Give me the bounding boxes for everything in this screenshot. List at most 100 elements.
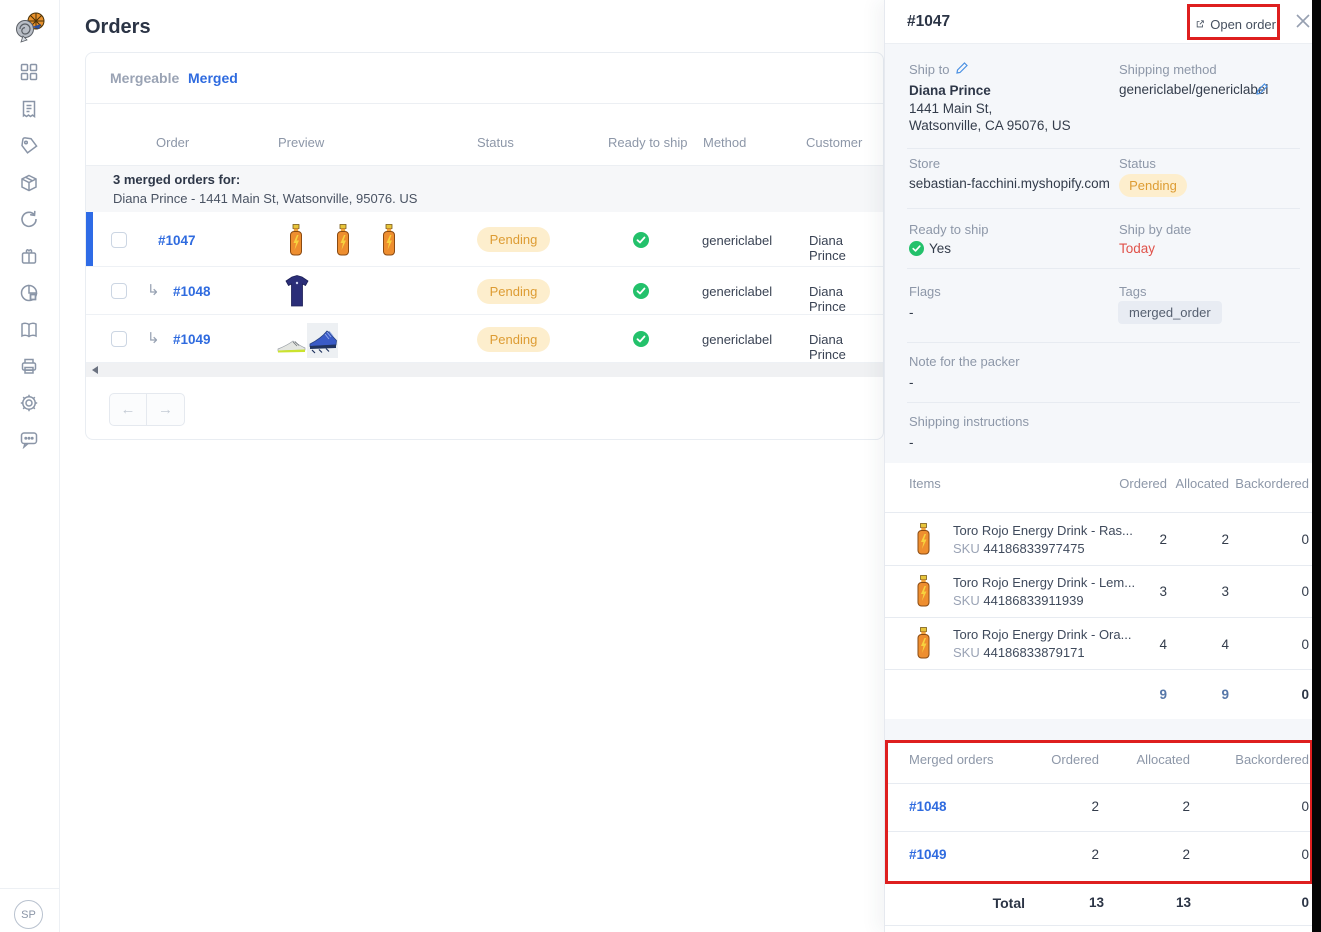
app-logo[interactable] — [11, 9, 49, 47]
sku-value: 44186833977475 — [983, 541, 1085, 556]
col-customer: Customer — [806, 135, 863, 150]
divider — [885, 831, 1321, 832]
child-order-arrow-icon: ↳ — [147, 282, 160, 299]
col-method: Method — [703, 135, 747, 150]
bottle-thumb — [290, 224, 302, 256]
merged-order-link[interactable]: #1048 — [909, 799, 947, 814]
sku-label: SKU — [953, 593, 980, 608]
merged-allocated: 2 — [1182, 799, 1190, 814]
item-backordered: 0 — [1301, 584, 1309, 599]
col-ready: Ready to ship — [608, 135, 688, 150]
close-panel-icon[interactable] — [1294, 12, 1312, 30]
divider — [907, 208, 1300, 209]
tab-mergeable[interactable]: Mergeable — [110, 70, 180, 86]
divider — [907, 268, 1300, 269]
section-gap — [885, 719, 1321, 740]
edit-ship-to-icon[interactable] — [955, 61, 969, 75]
shoe-thumb-yellow — [277, 340, 306, 353]
panel-order-id: #1047 — [907, 13, 951, 30]
user-avatar[interactable]: SP — [14, 900, 43, 929]
table-row[interactable]: ↳ #1049 Pending genericlabel Diana Princ… — [86, 315, 883, 363]
panel-header: #1047 Open order — [885, 0, 1321, 44]
merged-group-header: 3 merged orders for: Diana Prince - 1441… — [86, 166, 883, 212]
ready-check-icon — [633, 232, 649, 248]
item-ordered: 3 — [1159, 584, 1167, 599]
col-preview: Preview — [278, 135, 325, 150]
merged-backordered: 0 — [1301, 847, 1309, 862]
customer-cell: Diana Prince — [809, 233, 846, 263]
selected-row-accent — [86, 212, 93, 266]
method-cell: genericlabel — [702, 284, 773, 299]
item-name: Toro Rojo Energy Drink - Lem... — [953, 575, 1136, 590]
analytics-pie-icon[interactable] — [19, 283, 39, 303]
ready-check-icon — [633, 283, 649, 299]
sidebar: SP — [0, 0, 60, 932]
divider — [885, 565, 1321, 566]
item-allocated: 4 — [1221, 637, 1229, 652]
table-header: Order Preview Status Ready to ship Metho… — [86, 104, 883, 166]
items-total-allocated: 9 — [1221, 687, 1229, 702]
divider — [885, 669, 1321, 670]
merged-orders-column-header: Merged orders — [909, 752, 994, 767]
horizontal-scrollbar[interactable] — [86, 363, 883, 377]
sku-value: 44186833879171 — [983, 645, 1085, 660]
items-total-backordered: 0 — [1301, 687, 1309, 702]
order-link[interactable]: #1048 — [173, 284, 211, 299]
dashboard-grid-icon[interactable] — [19, 62, 39, 82]
item-backordered: 0 — [1301, 532, 1309, 547]
method-cell: genericlabel — [702, 233, 773, 248]
ship-by-label: Ship by date — [1119, 222, 1192, 237]
orders-receipt-icon[interactable] — [19, 99, 39, 119]
order-link[interactable]: #1047 — [158, 233, 196, 248]
tag-chip[interactable]: merged_order — [1118, 301, 1222, 324]
item-backordered: 0 — [1301, 637, 1309, 652]
item-name: Toro Rojo Energy Drink - Ora... — [953, 627, 1132, 642]
merged-order-link[interactable]: #1049 — [909, 847, 947, 862]
sku-label: SKU — [953, 645, 980, 660]
row-checkbox[interactable] — [111, 232, 127, 248]
table-row[interactable]: #1047 Pending genericlabel Diana Prince — [86, 212, 883, 267]
panel-scrollbar[interactable] — [1312, 0, 1321, 932]
ship-by-value: Today — [1119, 241, 1156, 256]
shipping-method-label: Shipping method — [1119, 62, 1217, 77]
divider — [885, 617, 1321, 618]
order-link[interactable]: #1049 — [173, 332, 211, 347]
col-order: Order — [156, 135, 190, 150]
printer-icon[interactable] — [19, 356, 39, 376]
ship-to-address2: Watsonville, CA 95076, US — [909, 118, 1071, 133]
store-label: Store — [909, 156, 941, 171]
row-checkbox[interactable] — [111, 283, 127, 299]
merged-allocated-header: Allocated — [1136, 752, 1190, 767]
settings-gear-icon[interactable] — [19, 393, 39, 413]
tab-merged[interactable]: Merged — [188, 70, 238, 86]
external-link-icon — [1196, 20, 1204, 28]
merged-backordered: 0 — [1301, 799, 1309, 814]
prev-page-button[interactable]: ← — [110, 394, 147, 425]
returns-restore-icon[interactable] — [19, 209, 39, 229]
item-ordered: 2 — [1159, 532, 1167, 547]
ship-to-address1: 1441 Main St, — [909, 101, 993, 116]
scroll-left-icon[interactable] — [92, 366, 98, 374]
customer-cell: Diana Prince — [809, 332, 846, 362]
ready-to-ship-label: Ready to ship — [909, 222, 989, 237]
ready-to-ship-value: Yes — [929, 241, 952, 256]
open-order-annotation-box: Open order — [1187, 4, 1280, 40]
open-order-button[interactable]: Open order — [1196, 13, 1276, 35]
support-chat-icon[interactable] — [19, 429, 39, 449]
open-order-label: Open order — [1210, 16, 1276, 32]
ship-to-label: Ship to — [909, 62, 950, 77]
status-badge: Pending — [477, 327, 550, 352]
merged-ordered-header: Ordered — [1051, 752, 1099, 767]
row-checkbox[interactable] — [111, 331, 127, 347]
products-tag-icon[interactable] — [19, 136, 39, 156]
edit-shipping-method-icon[interactable] — [1255, 82, 1269, 96]
catalog-book-icon[interactable] — [19, 320, 39, 340]
bottle-thumb — [337, 224, 349, 256]
next-page-button[interactable]: → — [158, 401, 173, 418]
table-row[interactable]: ↳ #1048 Pending genericlabel Diana Princ… — [86, 267, 883, 315]
inventory-box-icon[interactable] — [19, 173, 39, 193]
order-detail-panel: #1047 Open order Ship to Diana Prince 14… — [884, 0, 1321, 932]
panel-status-badge: Pending — [1119, 174, 1187, 197]
item-ordered: 4 — [1159, 637, 1167, 652]
packing-parcel-icon[interactable] — [19, 246, 39, 266]
